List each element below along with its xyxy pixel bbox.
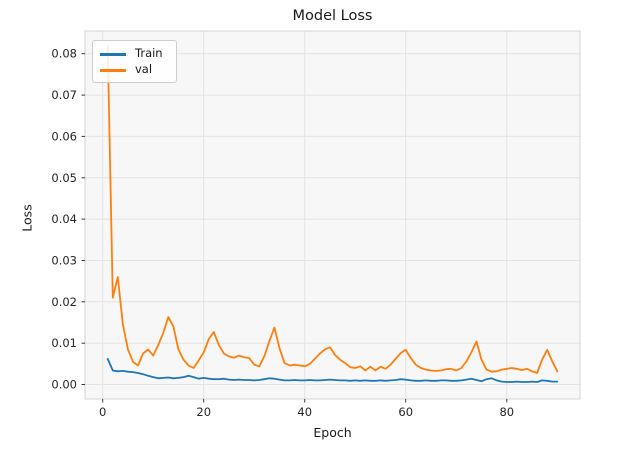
- x-tick-label: 80: [499, 405, 514, 419]
- train-line-sample: [100, 52, 126, 56]
- val-line-sample: [100, 68, 126, 72]
- y-tick-label: 0.08: [51, 47, 77, 61]
- y-tick-label: 0.00: [51, 378, 77, 392]
- series-line-train: [106, 357, 559, 383]
- x-axis-label: Epoch: [313, 425, 352, 440]
- y-tick-label: 0.04: [51, 212, 77, 226]
- y-tick-label: 0.06: [51, 129, 77, 143]
- legend-entry-val: val: [100, 62, 168, 78]
- y-tick-label: 0.07: [51, 88, 77, 102]
- y-tick-label: 0.03: [51, 254, 77, 268]
- legend-entry-train: Train: [100, 46, 168, 62]
- y-tick-label: 0.01: [51, 336, 77, 350]
- x-tick-label: 40: [297, 405, 312, 419]
- series-line-val: [106, 44, 559, 374]
- legend-label-train: Train: [135, 46, 163, 61]
- legend: Train val: [92, 40, 177, 83]
- x-tick-label: 60: [398, 405, 413, 419]
- y-tick-label: 0.05: [51, 171, 77, 185]
- y-tick-label: 0.02: [51, 295, 77, 309]
- chart-title: Model Loss: [292, 8, 373, 24]
- x-tick-label: 0: [99, 405, 106, 419]
- x-tick-label: 20: [196, 405, 211, 419]
- legend-label-val: val: [135, 62, 153, 77]
